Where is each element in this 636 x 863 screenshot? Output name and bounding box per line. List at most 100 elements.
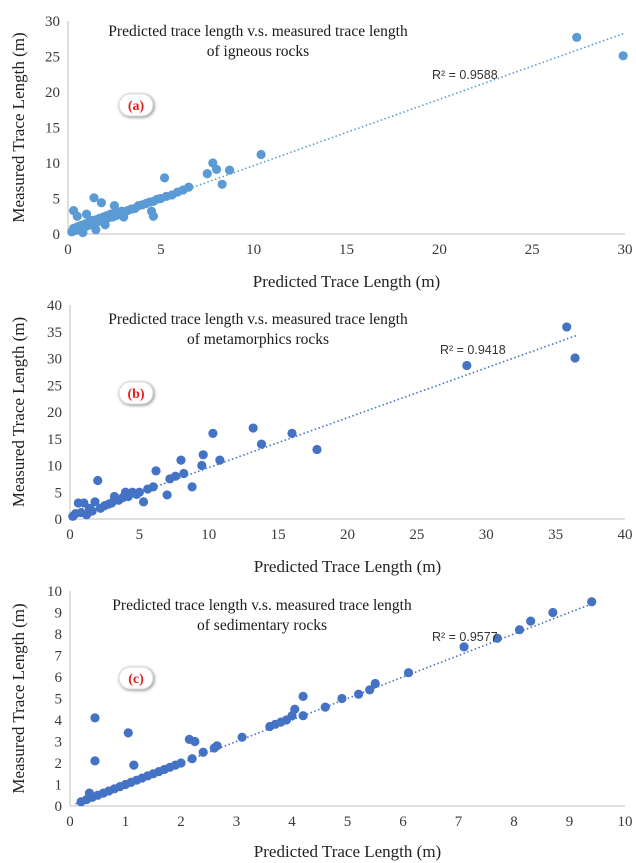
- x-axis-title: Predicted Trace Length (m): [253, 272, 440, 291]
- x-tick-label: 10: [201, 527, 216, 543]
- x-tick-label: 5: [136, 527, 144, 543]
- x-tick-label: 3: [233, 814, 241, 830]
- y-tick-label: 10: [47, 584, 62, 600]
- data-point: [93, 475, 103, 486]
- x-axis-title: Predicted Trace Length (m): [254, 842, 441, 861]
- data-point: [159, 173, 170, 183]
- data-point: [208, 428, 218, 438]
- y-tick-label: 1: [55, 778, 63, 794]
- data-point: [90, 497, 100, 507]
- data-point: [89, 193, 99, 203]
- x-tick-label: 4: [288, 814, 296, 830]
- data-point: [287, 428, 297, 438]
- trendline: [69, 334, 577, 519]
- data-point: [320, 702, 330, 712]
- x-tick-label: 30: [479, 527, 494, 543]
- y-tick-label: 0: [53, 227, 61, 243]
- x-tick-label: 5: [344, 814, 352, 830]
- data-point: [492, 633, 502, 643]
- data-point: [312, 444, 322, 455]
- data-point: [618, 51, 628, 61]
- x-tick-label: 1: [122, 814, 130, 830]
- data-point: [96, 198, 107, 208]
- x-tick-label: 2: [177, 814, 185, 830]
- data-point: [119, 212, 129, 222]
- panel-label: (a): [128, 99, 145, 114]
- y-tick-label: 15: [47, 432, 62, 448]
- y-tick-label: 10: [45, 156, 60, 172]
- chart-panel-1: 0 5 10 15 20 25 30 0 5 10 15 20 25 30 Predicted Trace …: [9, 14, 633, 291]
- data-point: [403, 668, 414, 678]
- chart-panel-2: 0 5 10 15 20 25 30 35 40 0 5 10 15 20 25 30 35 40 Predicte…: [9, 298, 633, 576]
- data-point: [462, 360, 472, 371]
- y-tick-label: 5: [55, 485, 63, 501]
- panel-label-badge: (b): [118, 381, 154, 405]
- data-point: [176, 758, 186, 768]
- data-point: [90, 756, 100, 766]
- data-point: [176, 455, 186, 465]
- x-tick-label: 5: [157, 242, 165, 258]
- y-tick-label: 0: [55, 799, 63, 815]
- r-squared-label: R² = 0.9588: [432, 68, 498, 82]
- x-tick-label: 10: [246, 242, 261, 258]
- data-point: [78, 227, 88, 238]
- data-point: [337, 693, 347, 704]
- y-tick-label: 15: [45, 121, 60, 137]
- y-tick-label: 25: [45, 50, 60, 66]
- x-tick-label: 25: [525, 242, 540, 258]
- x-tick-label: 25: [409, 527, 424, 543]
- data-point: [548, 607, 558, 618]
- y-tick-label: 25: [47, 378, 62, 394]
- r-squared-label: R² = 0.9577: [432, 630, 498, 644]
- data-point: [514, 625, 525, 635]
- data-point: [562, 322, 572, 332]
- panel-label-background: [118, 381, 154, 405]
- chart-title-line-1: Predicted trace length v.s. measured tra…: [108, 311, 408, 328]
- y-tick-label: 8: [55, 627, 63, 643]
- y-tick-label: 20: [47, 405, 62, 421]
- panel-label-badge: (c): [118, 666, 154, 690]
- data-point: [290, 704, 300, 714]
- data-point: [256, 149, 266, 160]
- data-point: [87, 506, 97, 516]
- data-point: [526, 616, 536, 626]
- data-point: [354, 689, 364, 699]
- x-tick-label: 15: [271, 527, 286, 543]
- panel-label-background: [118, 93, 154, 117]
- chart-title-line-2: of sedimentary rocks: [197, 617, 327, 634]
- chart-panel-3: 0 1 2 3 4 5 6 7 8 9 10 0 1 2 3 4 5 6 7 8 9 10 Predicted Trace …: [9, 584, 633, 861]
- data-point: [123, 728, 133, 738]
- r-squared-label: R² = 0.9418: [440, 343, 506, 357]
- data-point: [298, 711, 308, 721]
- data-point: [215, 455, 225, 465]
- panel-label: (c): [128, 672, 144, 687]
- data-point: [459, 642, 469, 652]
- data-point: [91, 225, 101, 235]
- y-tick-label: 20: [45, 85, 60, 101]
- x-tick-label: 20: [340, 527, 355, 543]
- y-tick-label: 5: [53, 192, 61, 208]
- data-point: [572, 32, 582, 42]
- y-axis-title: Measured Trace Length (m): [9, 317, 28, 507]
- data-point: [72, 211, 82, 221]
- data-point: [211, 164, 222, 174]
- y-tick-label: 9: [55, 606, 63, 622]
- chart-title-line-1: Predicted trace length v.s. measured tra…: [108, 23, 408, 40]
- x-tick-label: 7: [455, 814, 463, 830]
- data-point: [129, 760, 139, 770]
- chart-title-line-1: Predicted trace length v.s. measured tra…: [112, 597, 412, 614]
- data-point: [224, 165, 235, 175]
- x-tick-label: 6: [399, 814, 407, 830]
- x-tick-label: 9: [566, 814, 574, 830]
- y-tick-label: 6: [55, 670, 63, 686]
- data-point: [202, 169, 212, 179]
- data-point: [570, 353, 580, 363]
- data-point: [184, 734, 194, 744]
- data-point: [109, 201, 120, 211]
- y-tick-label: 35: [47, 325, 62, 341]
- x-tick-label: 0: [66, 814, 74, 830]
- y-tick-label: 30: [47, 352, 62, 368]
- y-tick-label: 30: [45, 14, 60, 30]
- data-point: [148, 211, 159, 221]
- y-tick-label: 2: [55, 756, 63, 772]
